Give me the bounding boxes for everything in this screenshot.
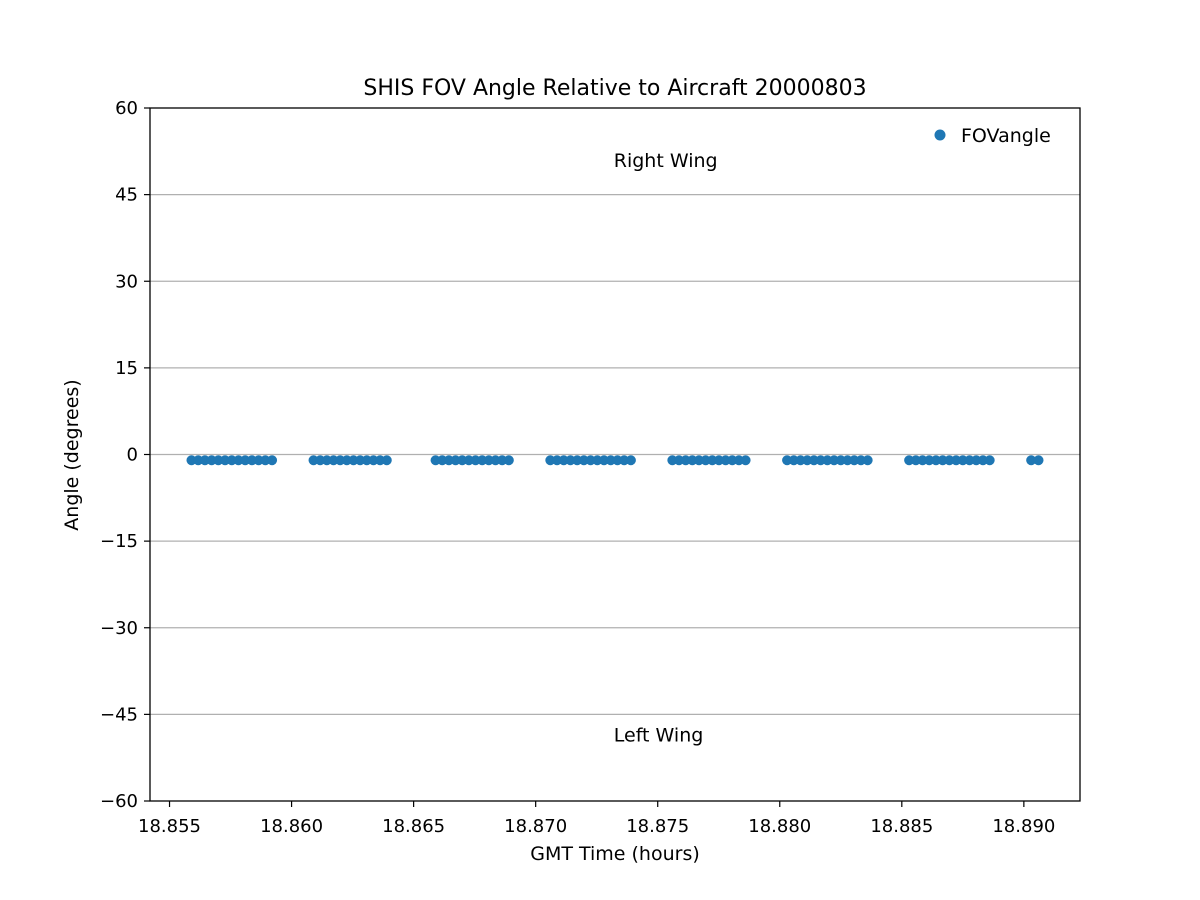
chart-title: SHIS FOV Angle Relative to Aircraft 2000… [363, 76, 866, 101]
y-tick-label: −45 [100, 704, 138, 725]
y-tick-label: 60 [115, 98, 138, 119]
x-tick-label: 18.855 [138, 816, 201, 837]
x-tick-label: 18.890 [992, 816, 1055, 837]
x-tick-label: 18.860 [260, 816, 323, 837]
data-points [186, 455, 1044, 466]
data-point [267, 455, 278, 466]
data-point [1033, 455, 1044, 466]
y-tick-label: 30 [115, 271, 138, 292]
data-point [862, 455, 873, 466]
x-tick-label: 18.875 [626, 816, 689, 837]
legend: FOVangle [934, 125, 1051, 147]
x-tick-label: 18.865 [382, 816, 445, 837]
y-axis-label: Angle (degrees) [61, 379, 83, 530]
legend-label: FOVangle [961, 125, 1051, 147]
legend-marker [934, 129, 946, 141]
data-point [381, 455, 392, 466]
data-point [740, 455, 751, 466]
y-tick-label: −30 [100, 618, 138, 639]
data-point [503, 455, 514, 466]
x-tick-label: 18.880 [748, 816, 811, 837]
data-point [625, 455, 636, 466]
y-tick-label: 0 [127, 445, 138, 466]
grid-lines [150, 193, 1080, 716]
annotations: Right Wing Left Wing [614, 150, 718, 747]
x-axis-label: GMT Time (hours) [530, 843, 700, 865]
y-tick-label: −60 [100, 791, 138, 812]
y-tick-label: −15 [100, 531, 138, 552]
data-point [984, 455, 995, 466]
y-axis-ticks: 60 45 30 15 0 −15 −30 −45 −60 [100, 98, 150, 812]
data-point [1026, 455, 1037, 466]
annotation-label: Left Wing [614, 725, 704, 747]
annotation-label: Right Wing [614, 150, 718, 172]
y-tick-label: 45 [115, 185, 138, 206]
x-tick-label: 18.870 [504, 816, 567, 837]
x-axis-ticks: 18.855 18.860 18.865 18.870 18.875 18.880 18.8… [138, 801, 1055, 837]
y-tick-label: 15 [115, 358, 138, 379]
x-tick-label: 18.885 [870, 816, 933, 837]
